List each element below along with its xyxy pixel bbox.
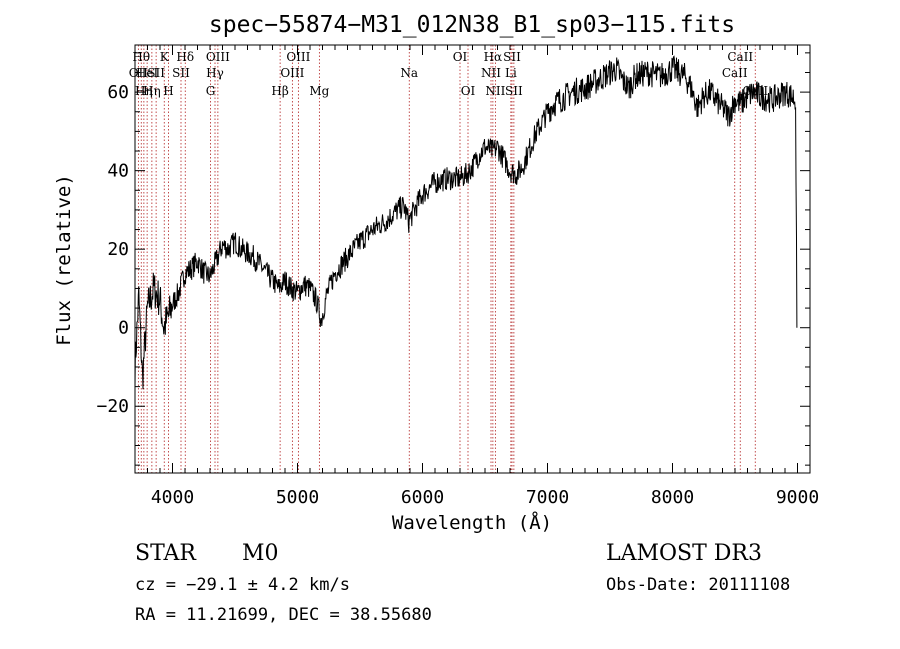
x-axis-ticks: 4000 5000 6000 7000 8000 9000 [134,45,819,508]
line-label: HeI [136,66,159,80]
x-tick-label: 5000 [276,487,319,508]
line-label: Hδ [176,50,194,64]
line-label: OIII [280,66,304,80]
chart-title: spec−55874−M31_012N38_B1_sp03−115.fits [209,12,735,38]
line-label: Hη [143,84,161,98]
spectrum-line [134,55,798,390]
y-tick-label: 20 [107,239,129,260]
x-tick-label: 7000 [526,487,569,508]
line-label: SII [503,50,521,64]
x-tick-label: 6000 [401,487,444,508]
y-tick-label: −20 [96,396,129,417]
line-label: NII [481,66,501,80]
line-label: SII [505,84,523,98]
line-label: OI [461,84,476,98]
y-axis-label: Flux (relative) [53,174,75,346]
line-label: OIII [286,50,310,64]
line-label: Mg [309,84,329,98]
survey-name: LAMOST DR3 [606,541,762,566]
line-label: NII [485,84,505,98]
line-label: OIII [206,50,230,64]
plot-frame [134,44,811,474]
y-tick-label: 0 [118,318,129,339]
obs-date: Obs-Date: 20111108 [606,575,790,595]
line-label: OII [129,66,149,80]
x-axis-label: Wavelength (Å) [392,511,552,534]
line-label: Na [400,66,418,80]
spectral-line-labels: OIIHθHηHeIHηSIIKHSIIHδGHγOIIIHβOIIIOIIIM… [129,50,769,98]
object-subclass: M0 [242,541,279,566]
line-label: CaII [727,50,753,64]
coordinates-info: RA = 11.21699, DEC = 38.55680 [135,605,432,625]
line-label: Hθ [132,50,150,64]
line-label: SII [147,66,165,80]
y-axis-ticks: −20 0 20 40 60 [96,52,810,466]
line-label: Hη [135,84,153,98]
line-label: SII [172,66,190,80]
x-tick-label: 8000 [651,487,694,508]
line-label: K [160,50,170,64]
series-layer [134,55,798,390]
line-label: Li [505,66,517,80]
line-label: H [163,84,173,98]
x-tick-label: 4000 [151,487,194,508]
line-label: Hα [484,50,503,64]
line-label: G [206,84,216,98]
spectral-line-markers [137,45,756,473]
y-tick-label: 40 [107,161,129,182]
x-tick-label: 9000 [776,487,819,508]
y-tick-label: 60 [107,82,129,103]
redshift-info: cz = −29.1 ± 4.2 km/s [135,575,350,595]
object-class: STAR [135,541,197,566]
line-label: Hγ [206,66,224,80]
line-label: CaII [722,66,748,80]
line-label: Hβ [271,84,288,98]
line-label: OI [453,50,468,64]
